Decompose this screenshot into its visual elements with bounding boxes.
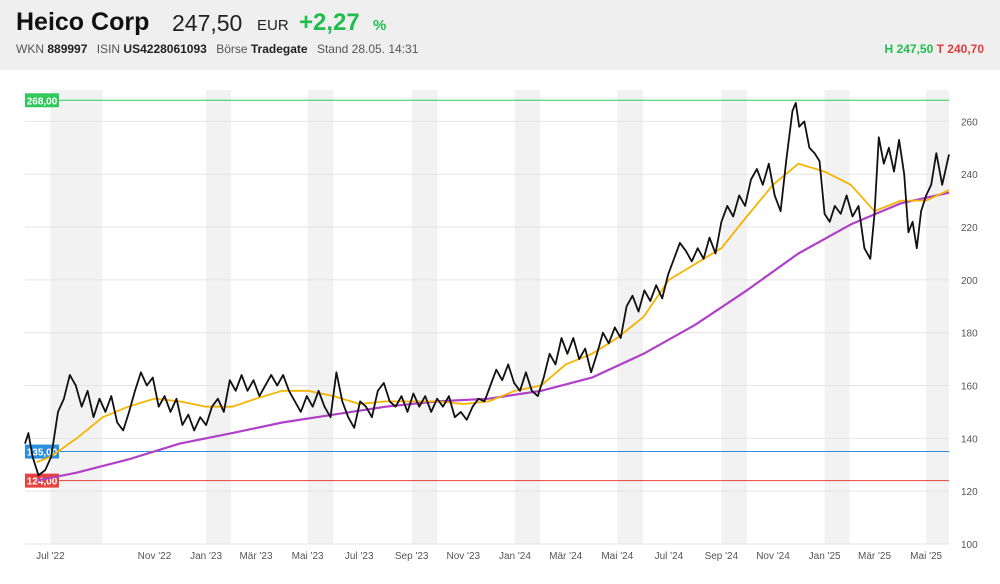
quote-header: Heico Corp 247,50 EUR +2,27 % WKN 889997… (0, 0, 1000, 70)
x-tick-label: Mai '23 (292, 551, 324, 562)
wkn-value: 889997 (47, 42, 88, 56)
y-tick-label: 180 (961, 329, 978, 340)
y-tick-label: 100 (961, 540, 978, 551)
high-label: H (884, 42, 894, 56)
low-label: T (936, 42, 944, 56)
month-band (307, 90, 334, 544)
last-price: 247,50 (172, 10, 243, 36)
high-low-readout: H 247,50 T 240,70 (885, 42, 984, 56)
y-tick-label: 140 (961, 434, 978, 445)
series-line (36, 191, 950, 482)
x-tick-label: Nov '23 (447, 551, 481, 562)
y-tick-label: 160 (961, 382, 978, 393)
percent-unit: % (373, 17, 387, 34)
x-tick-label: Mär '24 (549, 551, 582, 562)
y-tick-label: 240 (961, 170, 978, 181)
wkn-label: WKN (16, 42, 44, 56)
isin-label: ISIN (96, 42, 121, 56)
level-label: 135,00 (27, 448, 58, 459)
series-line (36, 162, 950, 463)
x-tick-label: Jul '22 (36, 551, 65, 562)
stand-label: Stand (316, 42, 349, 56)
y-tick-label: 200 (961, 276, 978, 287)
x-tick-label: Nov '22 (138, 551, 172, 562)
month-band (411, 90, 438, 544)
month-band (926, 90, 949, 544)
level-label: 124,00 (27, 477, 58, 488)
x-tick-label: Mai '24 (601, 551, 633, 562)
x-tick-label: Sep '23 (395, 551, 429, 562)
month-band (721, 90, 748, 544)
low-value: 240,70 (947, 42, 984, 56)
high-value: 247,50 (896, 42, 934, 56)
stand-value: 28.05. 14:31 (351, 42, 419, 56)
x-tick-label: Jan '24 (499, 551, 531, 562)
level-tag (25, 93, 59, 108)
x-tick-label: Jan '25 (809, 551, 841, 562)
x-tick-label: Mai '25 (910, 551, 942, 562)
y-tick-label: 220 (961, 223, 978, 234)
currency-label: EUR (257, 17, 289, 34)
x-tick-label: Sep '24 (705, 551, 739, 562)
x-tick-label: Mär '23 (239, 551, 272, 562)
isin-value: US4228061093 (123, 42, 207, 56)
instrument-name: Heico Corp (16, 8, 150, 36)
x-tick-label: Nov '24 (756, 551, 790, 562)
level-tag (25, 444, 59, 459)
price-change-percent: +2,27 (299, 9, 360, 36)
price-chart[interactable]: 100 120 140 160 180 200 220 240 260 Jul '22 Nov '2… (0, 70, 1000, 584)
instrument-meta: WKN 889997 ISIN US4228061093 Börse Trade… (16, 42, 418, 56)
level-label: 268,00 (27, 96, 58, 107)
exchange-label: Börse (216, 42, 248, 56)
y-tick-label: 260 (961, 117, 978, 128)
series-line (24, 102, 950, 477)
x-tick-label: Jan '23 (190, 551, 222, 562)
month-band (617, 90, 644, 544)
x-tick-label: Jul '23 (345, 551, 374, 562)
x-tick-label: Mär '25 (858, 551, 891, 562)
exchange-value: Tradegate (250, 42, 308, 56)
month-band (824, 90, 850, 544)
x-tick-label: Jul '24 (655, 551, 684, 562)
month-band (514, 90, 541, 544)
month-band (206, 90, 232, 544)
y-tick-label: 120 (961, 487, 978, 498)
